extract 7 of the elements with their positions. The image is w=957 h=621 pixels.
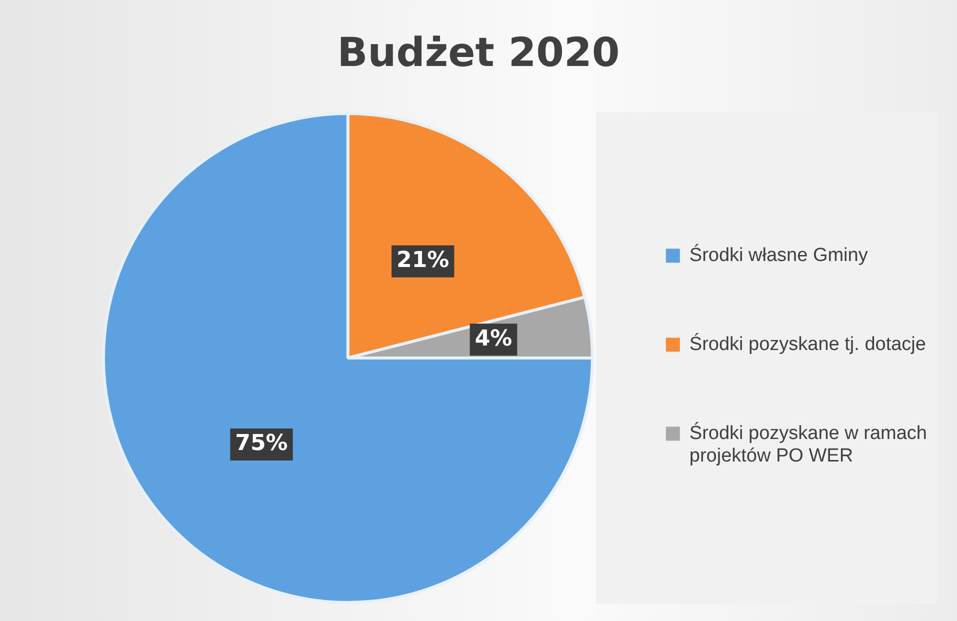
legend-label: Środki pozyskane w ramach projektów PO WER [689, 420, 928, 467]
legend-label: Środki pozyskane tj. dotacje [689, 332, 926, 355]
chart-title: Budżet 2020 [336, 30, 621, 76]
data-label: 4% [474, 326, 512, 352]
data-label: 75% [235, 431, 288, 456]
data-label: 21% [396, 248, 450, 274]
legend-label: Środki własne Gminy [689, 242, 868, 266]
